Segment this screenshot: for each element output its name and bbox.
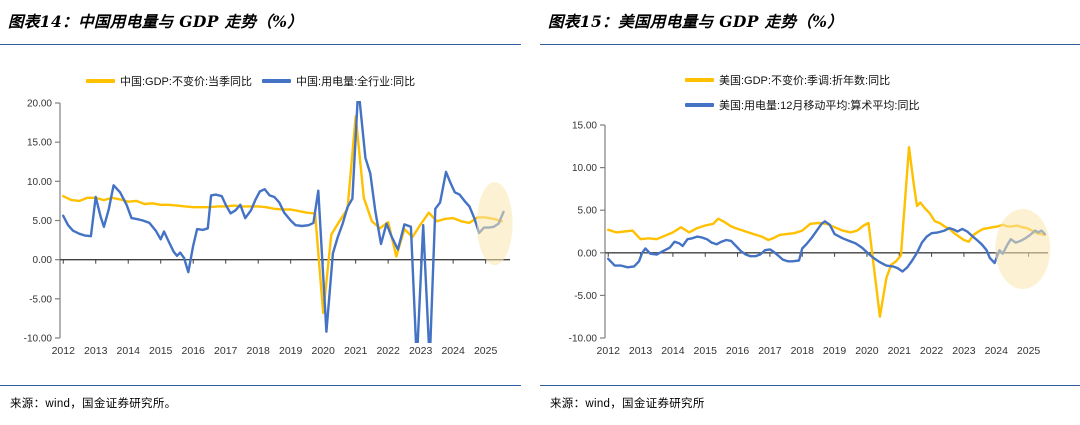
x-tick-label: 2015 <box>149 345 173 357</box>
figure-14-title: 图表14：中国用电量与 GDP 走势（%） <box>8 12 304 31</box>
highlight-ellipse <box>476 182 513 266</box>
x-tick-label: 2022 <box>920 345 944 357</box>
x-tick-label: 2018 <box>791 345 815 357</box>
x-tick-label: 2016 <box>182 345 206 357</box>
legend-item: 中国:GDP:不变价:当季同比 <box>86 73 252 89</box>
x-tick-label: 2020 <box>855 345 879 357</box>
legend-line-swatch <box>685 78 714 82</box>
highlight-ellipse <box>995 208 1051 290</box>
figure-14-title-divider <box>0 44 521 45</box>
legend-line-swatch <box>86 79 115 83</box>
x-tick-label: 2021 <box>888 345 912 357</box>
y-tick-label: 5.00 <box>33 216 53 227</box>
y-tick-label: 15.00 <box>572 121 597 132</box>
x-tick-label: 2024 <box>441 345 465 357</box>
legend-item: 美国:用电量:12月移动平均:算术平均:同比 <box>685 97 919 113</box>
y-tick-label: 0.00 <box>578 248 598 259</box>
x-tick-label: 2022 <box>376 345 400 357</box>
y-tick-label: -10.00 <box>24 334 53 345</box>
series-line <box>607 146 1046 318</box>
figure-15-legend: 美国:GDP:不变价:季调:折年数:同比美国:用电量:12月移动平均:算术平均:… <box>685 72 919 113</box>
figure-14-section: 图表14：中国用电量与 GDP 走势（%） 中国:GDP:不变价:当季同比 中国:… <box>0 6 521 418</box>
x-tick-label: 2023 <box>952 345 976 357</box>
y-tick-label: 20.00 <box>27 99 52 110</box>
y-tick-label: 10.00 <box>572 163 597 174</box>
y-tick-label: 10.00 <box>27 177 52 188</box>
x-tick-label: 2014 <box>661 345 685 357</box>
x-tick-label: 2025 <box>474 345 498 357</box>
legend-line-swatch <box>262 79 292 83</box>
x-tick-label: 2015 <box>694 345 718 357</box>
x-tick-label: 2021 <box>344 345 368 357</box>
y-tick-label: -10.00 <box>569 334 598 345</box>
x-tick-label: 2018 <box>247 345 271 357</box>
x-tick-label: 2012 <box>52 345 76 357</box>
legend-item: 中国:用电量:全行业:同比 <box>262 73 415 89</box>
figure-15-section: 图表15：美国用电量与 GDP 走势（%） 美国:GDP:不变价:季调:折年数:… <box>540 6 1080 418</box>
x-tick-label: 2019 <box>279 345 303 357</box>
figure-14-legend: 中国:GDP:不变价:当季同比 中国:用电量:全行业:同比 <box>86 73 415 89</box>
x-tick-label: 2020 <box>311 345 335 357</box>
legend-label: 美国:GDP:不变价:季调:折年数:同比 <box>719 75 891 87</box>
legend-label: 中国:用电量:全行业:同比 <box>296 76 416 88</box>
x-tick-label: 2016 <box>726 345 750 357</box>
x-tick-label: 2013 <box>629 345 653 357</box>
figure-15-title: 图表15：美国用电量与 GDP 走势（%） <box>548 12 844 31</box>
figure-15-source: 来源：wind，国金证券研究所 <box>540 385 1080 411</box>
y-tick-label: 0.00 <box>33 255 53 266</box>
figure-15-title-divider <box>540 44 1080 45</box>
y-tick-label: 15.00 <box>27 138 52 149</box>
series-line <box>62 101 505 343</box>
x-tick-label: 2023 <box>409 345 433 357</box>
x-tick-label: 2012 <box>597 345 621 357</box>
legend-label: 美国:用电量:12月移动平均:算术平均:同比 <box>719 100 920 112</box>
y-tick-label: 5.00 <box>578 206 598 217</box>
series-line <box>607 220 1046 273</box>
x-tick-label: 2013 <box>84 345 108 357</box>
x-tick-label: 2025 <box>1017 345 1041 357</box>
legend-item: 美国:GDP:不变价:季调:折年数:同比 <box>685 72 919 88</box>
x-tick-label: 2019 <box>823 345 847 357</box>
figure-14-source: 来源：wind，国金证券研究所。 <box>0 385 521 411</box>
legend-label: 中国:GDP:不变价:当季同比 <box>120 76 253 88</box>
x-tick-label: 2017 <box>214 345 238 357</box>
x-tick-label: 2014 <box>117 345 141 357</box>
x-tick-label: 2024 <box>985 345 1009 357</box>
y-tick-label: -5.00 <box>574 291 597 302</box>
x-tick-label: 2017 <box>758 345 782 357</box>
legend-line-swatch <box>685 103 714 107</box>
y-tick-label: -5.00 <box>29 294 52 305</box>
